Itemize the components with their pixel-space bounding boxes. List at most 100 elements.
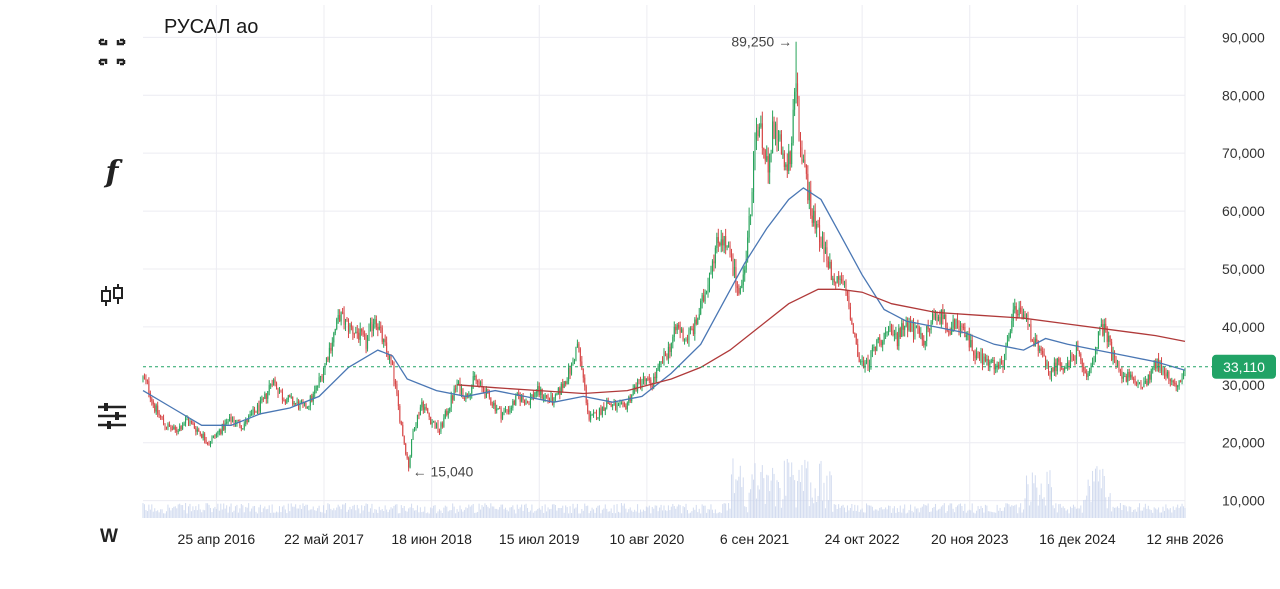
volume-bar <box>719 512 721 518</box>
candle-body <box>767 156 769 173</box>
volume-bar <box>1177 504 1179 518</box>
volume-bar <box>1150 510 1152 518</box>
volume-bar <box>937 509 939 518</box>
volume-bar <box>629 507 631 518</box>
volume-bar <box>968 509 970 518</box>
candle-body <box>149 392 151 399</box>
volume-bar <box>374 509 376 518</box>
volume-bar <box>355 510 357 518</box>
candle-body <box>967 333 969 336</box>
candle-body <box>628 397 630 403</box>
candle-body <box>876 340 878 351</box>
volume-bar <box>245 506 247 518</box>
volume-bar <box>948 505 950 518</box>
candle-body <box>816 224 818 229</box>
candle-body <box>829 261 831 268</box>
candle-body <box>283 399 285 401</box>
candle-body <box>143 377 145 379</box>
candle-body <box>1053 362 1055 372</box>
candle-body <box>521 396 523 402</box>
candle-body <box>331 342 333 351</box>
volume-bar <box>786 458 788 518</box>
candle-body <box>233 420 235 424</box>
candle-body <box>695 319 697 324</box>
candle-body <box>265 393 267 399</box>
volume-bar <box>1184 508 1186 518</box>
volume-bar <box>221 509 223 518</box>
volume-bar <box>1062 506 1064 518</box>
candle-body <box>725 236 727 248</box>
candle-body <box>689 328 691 330</box>
volume-bar <box>703 505 705 518</box>
volume-bar <box>496 508 498 518</box>
candle-body <box>1105 323 1107 330</box>
candle-body <box>961 325 963 327</box>
candle-body <box>603 406 605 411</box>
candle-body <box>525 402 527 405</box>
candle-body <box>475 375 477 381</box>
volume-bar <box>798 469 800 518</box>
candle-body <box>554 394 556 398</box>
candle-body <box>659 362 661 367</box>
volume-bar <box>874 509 876 518</box>
candle-body <box>340 312 342 322</box>
candle-body <box>187 418 190 424</box>
volume-bar <box>305 504 307 518</box>
volume-bar <box>1093 481 1095 518</box>
candle-body <box>1067 362 1069 367</box>
volume-bar <box>701 504 703 518</box>
candle-body <box>259 400 261 412</box>
volume-bar <box>1011 505 1013 518</box>
candle-body <box>901 323 903 338</box>
candle-body <box>330 347 332 351</box>
candle-body <box>372 324 374 331</box>
candle-body <box>911 322 913 332</box>
candle-body <box>642 376 644 380</box>
volume-bar <box>1172 506 1174 518</box>
volume-bar <box>500 504 502 518</box>
volume-bar <box>849 507 851 518</box>
candles-icon[interactable] <box>92 276 132 316</box>
candle-body <box>965 335 967 337</box>
candle-body <box>199 431 201 435</box>
volume-bar <box>155 511 157 518</box>
volume-bar <box>591 507 593 518</box>
volume-bar <box>309 509 311 518</box>
volume-bar <box>485 504 487 518</box>
volume-bar <box>585 506 587 518</box>
volume-bar <box>449 510 451 518</box>
volume-bar <box>1014 505 1016 518</box>
volume-bar <box>957 505 959 518</box>
candle-body <box>979 352 981 361</box>
volume-bar <box>1049 470 1051 518</box>
candle-body <box>441 423 443 427</box>
candle-body <box>1149 374 1151 380</box>
candle-body <box>176 429 178 432</box>
interval-selector[interactable]: W <box>100 526 118 547</box>
candle-body <box>873 347 875 349</box>
candle-body <box>617 404 620 406</box>
candle-body <box>1030 324 1032 341</box>
candle-body <box>600 408 602 415</box>
volume-bar <box>375 509 377 518</box>
volume-bar <box>597 505 599 518</box>
volume-bar <box>1181 503 1183 518</box>
volume-bar <box>579 513 581 518</box>
volume-bar <box>1119 503 1121 518</box>
candle-body <box>821 237 824 247</box>
volume-bar <box>607 511 609 518</box>
candle-body <box>923 340 925 346</box>
volume-bar <box>1158 507 1160 518</box>
fullscreen-icon[interactable] <box>92 32 132 72</box>
candle-body <box>1118 361 1120 371</box>
function-icon[interactable]: f <box>105 154 119 190</box>
candle-body <box>387 351 389 360</box>
candle-body <box>249 414 251 417</box>
sliders-icon[interactable] <box>92 396 132 436</box>
candle-body <box>1017 314 1019 316</box>
volume-bar <box>664 510 666 518</box>
candle-body <box>805 164 807 174</box>
candle-body <box>568 367 570 381</box>
volume-bar <box>353 504 355 518</box>
